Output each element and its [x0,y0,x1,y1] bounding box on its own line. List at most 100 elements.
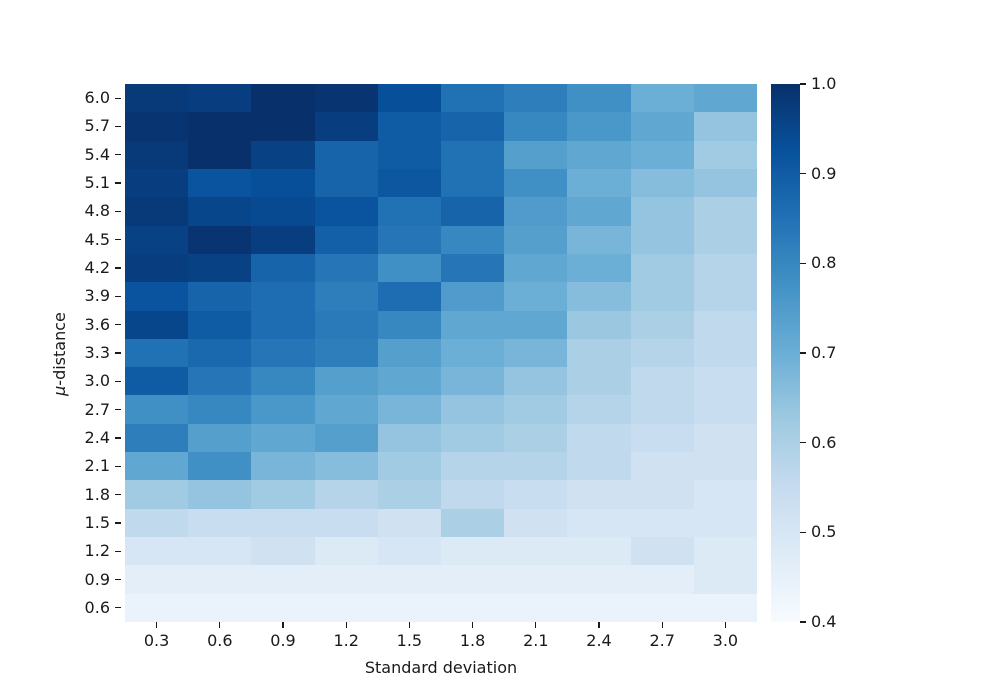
heatmap-cell [188,168,252,198]
heatmap-cell [630,225,694,254]
heatmap-cell [504,480,568,509]
heatmap-cell [504,367,568,396]
heatmap-cell [125,508,189,538]
heatmap-cell [693,112,757,141]
y-axis-label-mu: μ [50,385,69,396]
heatmap-cell [188,310,252,339]
heatmap-cell [504,112,568,141]
y-axis-label-rest: -distance [50,312,69,386]
y-tick-mark [115,125,121,128]
y-tick-label: 5.1 [84,173,110,193]
heatmap-cell [251,84,315,113]
heatmap-cell [251,480,315,509]
heatmap-cell [125,310,189,339]
heatmap-cell [630,508,694,538]
heatmap-cell [441,508,505,538]
y-tick-label: 1.5 [84,512,110,532]
heatmap-cell [377,367,441,396]
colorbar-tick-mark [800,352,806,354]
x-tick-label: 3.0 [712,631,739,650]
y-tick-label: 4.5 [84,229,110,249]
heatmap-cell [251,537,315,566]
heatmap-cell [377,423,441,453]
x-tick-label: 1.5 [396,631,423,650]
heatmap-cell [125,253,189,283]
y-tick-mark [115,295,121,297]
heatmap-cell [630,84,694,113]
heatmap-cell [567,480,631,509]
heatmap-cell [314,480,378,509]
heatmap-cell [504,168,568,198]
heatmap-cell [314,508,378,538]
heatmap-cell [377,395,441,424]
heatmap-cell [630,423,694,453]
heatmap-cell [188,112,252,141]
colorbar-tick-label: 0.5 [811,522,837,542]
heatmap-cell [693,395,757,424]
x-tick-mark [724,622,727,628]
heatmap-cell [251,338,315,368]
heatmap-cell [630,310,694,339]
heatmap-cell [377,310,441,339]
heatmap-cell [441,310,505,339]
y-tick-label: 6.0 [84,88,110,108]
heatmap-cell [567,367,631,396]
heatmap-cell [377,565,441,594]
colorbar-tick-mark [800,621,806,623]
heatmap-cell [251,395,315,424]
heatmap-cell [188,197,252,226]
x-tick-mark [345,622,347,628]
heatmap-cell [441,480,505,509]
heatmap-cell [314,140,378,169]
x-tick-label: 0.9 [270,631,296,650]
heatmap-cell [314,225,378,254]
x-axis-label: Standard deviation [364,658,518,677]
heatmap-grid [125,84,757,622]
heatmap-cell [504,537,568,566]
heatmap-cell [314,253,378,283]
heatmap-cell [251,508,315,538]
y-tick-mark [115,578,121,581]
heatmap-cell [441,537,505,566]
heatmap-cell [314,112,378,141]
heatmap-cell [314,197,378,226]
heatmap-cell [188,84,252,113]
colorbar-tick-label: 0.7 [811,343,837,362]
heatmap-cell [693,197,757,226]
colorbar-tick-mark [800,83,806,85]
heatmap-cell [251,367,315,396]
y-tick-label: 4.2 [84,258,110,278]
heatmap-cell [377,338,441,368]
heatmap-cell [504,282,568,311]
heatmap-cell [377,225,441,254]
heatmap-cell [630,367,694,396]
heatmap-cell [441,112,505,141]
heatmap-cell [441,452,505,481]
heatmap-cell [693,140,757,169]
heatmap-cell [693,537,757,566]
heatmap-cell [188,225,252,254]
y-tick-label: 1.8 [84,484,110,504]
x-tick-label: 1.2 [333,631,359,650]
y-tick-label: 2.7 [84,399,110,419]
y-tick-mark [115,437,121,439]
heatmap-cell [441,565,505,594]
heatmap-cell [693,168,757,198]
y-tick-label: 4.8 [84,201,110,221]
heatmap-cell [314,310,378,339]
heatmap-cell [125,197,189,226]
heatmap-cell [125,140,189,169]
heatmap-cell [314,423,378,453]
heatmap-cell [567,253,631,283]
heatmap-cell [125,452,189,481]
heatmap-cell [251,112,315,141]
heatmap-cell [504,225,568,254]
y-tick-mark [115,210,121,213]
heatmap-cell [693,508,757,538]
heatmap-cell [251,197,315,226]
heatmap-cell [188,253,252,283]
heatmap-cell [125,537,189,566]
heatmap-cell [251,168,315,198]
heatmap-cell [630,537,694,566]
heatmap-cell [504,423,568,453]
